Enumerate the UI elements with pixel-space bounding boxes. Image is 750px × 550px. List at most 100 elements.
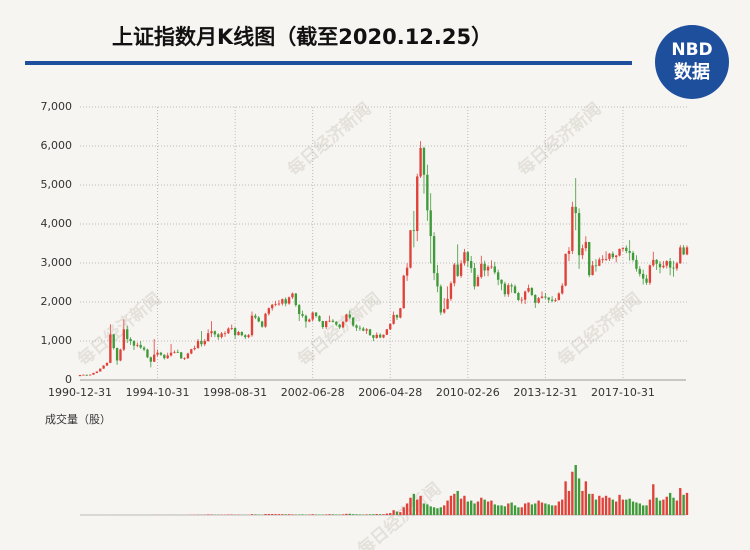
candle-body [183,358,186,359]
candle-body [308,319,311,322]
candle-body [358,327,362,329]
candle-body [480,263,483,278]
volume-bar [385,513,389,515]
candle-body [156,352,159,355]
volume-bar [473,503,476,515]
volume-bar [520,507,523,515]
volume-bar [486,501,490,515]
candle-body [540,296,544,299]
candle-body [88,374,92,376]
candle-body [186,353,190,359]
volume-bar [409,497,412,515]
candle-body [166,355,169,359]
volume-bar [517,507,520,515]
x-tick-label: 2006-04-28 [358,386,422,399]
candle-body [419,147,422,177]
candle-body [136,344,139,346]
candle-body [422,147,426,175]
candle-body [507,285,510,295]
candle-body [436,273,439,287]
candle-body [658,263,662,268]
candle-body [324,321,328,328]
volume-bar [527,502,530,515]
candle-body [237,332,240,336]
volume-bar [250,514,254,515]
candle-body [608,253,611,259]
candle-body [618,248,621,256]
y-tick-label: 0 [65,373,72,386]
candle-body [132,341,136,346]
candle-body [675,263,679,269]
candle-body [685,247,689,255]
volume-bar [496,505,500,515]
candle-body [453,264,456,284]
candle-body [335,321,338,325]
candle-body [557,293,561,301]
candle-body [203,341,206,345]
candle-body [95,371,99,373]
volume-bar [682,494,685,515]
y-tick-label: 5,000 [41,178,73,191]
candle-body [594,265,598,267]
candle-body [257,317,260,322]
candle-body [581,248,584,256]
candle-body [115,348,119,361]
volume-bar [604,495,608,515]
volume-bar [463,495,466,515]
candle-body [446,298,449,309]
candle-body [240,332,244,336]
volume-bar [615,501,618,515]
volume-bar [449,495,453,515]
volume-bar [530,504,534,515]
volume-bar [507,503,510,515]
volume-bar [264,514,267,515]
volume-bar [537,500,540,515]
candle-body [274,303,277,305]
candle-body [635,259,638,269]
candle-body [190,349,193,354]
volume-bar [405,503,409,515]
candle-body [375,334,378,338]
candle-body [631,252,635,260]
volume-bar [436,508,439,515]
volume-bar [523,503,527,515]
candle-body [645,278,648,283]
candle-body [510,285,513,287]
candle-body [294,293,298,306]
candle-body [426,174,429,211]
volume-bar [638,503,641,515]
candle-body [409,230,412,268]
y-tick-label: 7,000 [41,100,73,113]
candle-body [112,334,115,349]
volume-bar [621,499,625,515]
candle-body [389,323,392,330]
candle-body [365,329,368,331]
candle-body [547,297,550,300]
volume-bar [267,514,271,515]
candle-body [449,283,453,299]
volume-bar [500,505,503,515]
volume-bar [466,501,469,515]
candle-body [503,283,507,295]
volume-bar [534,503,537,515]
candle-body [456,264,459,276]
volume-bar [581,490,584,515]
volume-bar [368,514,372,515]
y-tick-label: 1,000 [41,334,73,347]
candle-body [291,293,294,298]
candle-body [429,210,432,237]
volume-label: 成交量（股） [45,412,111,426]
volume-bar [571,471,574,515]
candle-body [476,277,480,287]
volume-bar [476,501,480,515]
candle-body [530,287,534,295]
y-tick-label: 2,000 [41,295,73,308]
candle-body [682,247,685,255]
volume-bar [355,514,358,515]
candle-body [281,299,284,304]
candle-body [301,314,304,316]
volume-bar [574,465,577,515]
candle-body [513,286,517,294]
volume-bar [601,497,604,515]
volume-bar [631,501,635,515]
